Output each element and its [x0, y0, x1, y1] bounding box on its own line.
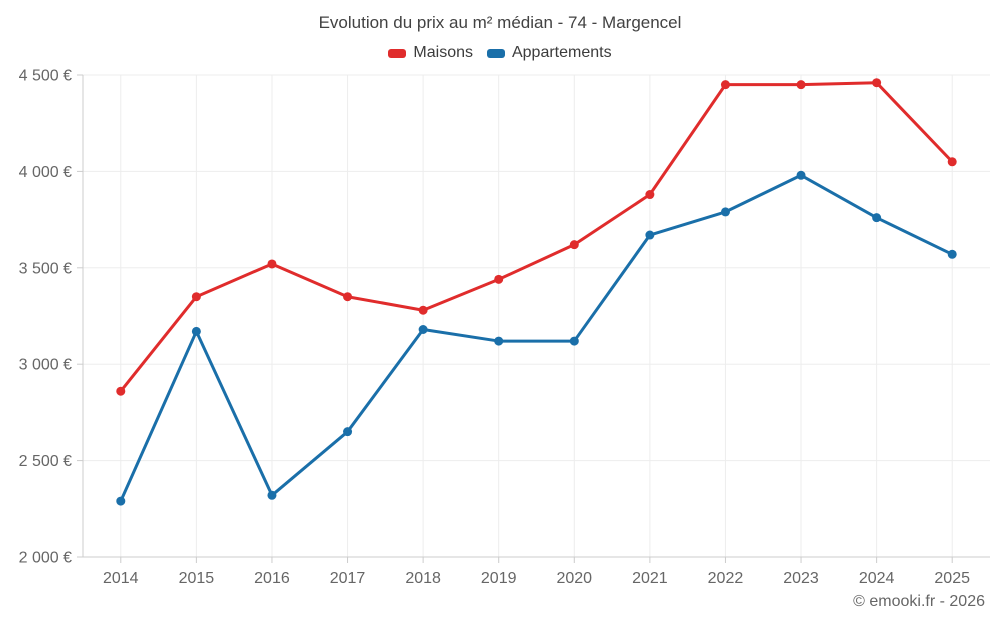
x-tick-label: 2014 — [103, 570, 139, 587]
data-point-appartements-2017[interactable] — [343, 427, 353, 437]
legend-item-maisons[interactable]: Maisons — [388, 44, 473, 62]
x-tick-label: 2021 — [632, 570, 668, 587]
data-point-maisons-2023[interactable] — [796, 80, 806, 90]
data-point-maisons-2019[interactable] — [494, 274, 504, 284]
y-tick-label: 2 500 € — [19, 453, 72, 470]
data-point-appartements-2021[interactable] — [645, 230, 655, 240]
x-tick-label: 2020 — [556, 570, 592, 587]
y-tick-label: 3 500 € — [19, 260, 72, 277]
data-point-appartements-2025[interactable] — [947, 249, 957, 259]
data-point-appartements-2022[interactable] — [720, 207, 730, 217]
y-tick-label: 3 000 € — [19, 357, 72, 374]
series-line-maisons — [119, 81, 954, 393]
data-point-maisons-2016[interactable] — [267, 259, 277, 269]
data-point-appartements-2024[interactable] — [872, 213, 882, 223]
data-point-maisons-2025[interactable] — [947, 157, 957, 167]
data-point-maisons-2014[interactable] — [116, 386, 126, 396]
y-tick-label: 4 000 € — [19, 164, 72, 181]
data-point-appartements-2015[interactable] — [191, 326, 201, 336]
legend-item-appartements[interactable]: Appartements — [486, 44, 612, 62]
legend-label-maisons: Maisons — [413, 44, 473, 61]
data-point-appartements-2023[interactable] — [796, 170, 806, 180]
data-point-appartements-2019[interactable] — [494, 336, 504, 346]
data-point-appartements-2016[interactable] — [267, 490, 277, 500]
data-point-appartements-2014[interactable] — [116, 496, 126, 506]
x-tick-label: 2023 — [783, 570, 819, 587]
x-tick-label: 2024 — [859, 570, 895, 587]
chart-title: Evolution du prix au m² médian - 74 - Ma… — [318, 13, 682, 32]
x-tick-label: 2019 — [481, 570, 517, 587]
y-tick-label: 2 000 € — [19, 550, 72, 567]
x-tick-label: 2016 — [254, 570, 290, 587]
data-point-maisons-2020[interactable] — [569, 240, 579, 250]
chart-legend: Maisons Appartements — [0, 44, 1000, 62]
data-point-maisons-2022[interactable] — [720, 80, 730, 90]
x-tick-label: 2015 — [179, 570, 215, 587]
data-point-maisons-2018[interactable] — [418, 305, 428, 315]
data-point-appartements-2018[interactable] — [418, 324, 428, 334]
data-point-maisons-2021[interactable] — [645, 190, 655, 200]
attribution-text: © emooki.fr - 2026 — [853, 593, 985, 610]
series-line-appartements — [119, 173, 954, 503]
data-point-appartements-2020[interactable] — [569, 336, 579, 346]
data-point-maisons-2024[interactable] — [872, 78, 882, 88]
maisons-swatch-icon — [388, 48, 407, 58]
x-tick-label: 2017 — [330, 570, 366, 587]
data-point-maisons-2015[interactable] — [191, 292, 201, 302]
legend-label-appartements: Appartements — [511, 44, 612, 61]
x-tick-label: 2022 — [708, 570, 744, 587]
data-point-maisons-2017[interactable] — [343, 292, 353, 302]
x-tick-label: 2018 — [405, 570, 441, 587]
y-tick-label: 4 500 € — [19, 68, 72, 85]
x-tick-label: 2025 — [934, 570, 970, 587]
appartements-swatch-icon — [486, 48, 505, 58]
